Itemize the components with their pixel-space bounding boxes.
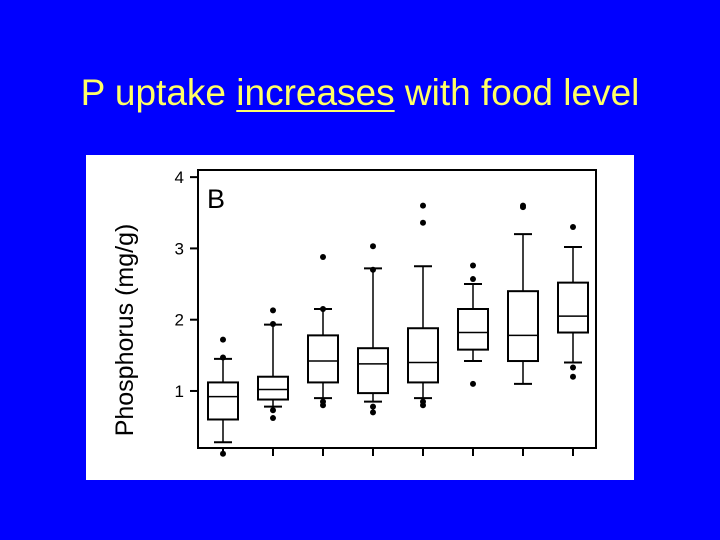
- y-tick-label: 3: [175, 239, 184, 258]
- box-group-3: [307, 253, 339, 456]
- box-iqr: [557, 281, 589, 334]
- y-axis-label: Phosphorus (mg/g): [111, 224, 139, 437]
- title-text-after: with food level: [394, 72, 640, 113]
- box-group-2: [257, 307, 289, 456]
- box-group-6: [457, 262, 489, 456]
- chart-panel: Phosphorus (mg/g) B 1 2 3 4: [86, 155, 634, 480]
- box-iqr: [407, 327, 439, 384]
- outlier-point: [370, 243, 376, 250]
- plot-frame: [197, 169, 597, 449]
- outlier-point: [320, 398, 326, 405]
- outlier-point: [420, 202, 426, 209]
- outlier-point: [420, 398, 426, 405]
- outlier-point: [570, 364, 576, 371]
- title-text-before: P uptake: [80, 72, 237, 113]
- box-group-7: [507, 202, 539, 456]
- box-iqr: [457, 308, 489, 351]
- outlier-point: [220, 336, 226, 343]
- box-iqr: [507, 290, 539, 363]
- outlier-point: [370, 403, 376, 410]
- outlier-point: [220, 354, 226, 361]
- y-tick-label: 2: [175, 311, 184, 330]
- outlier-point: [420, 219, 426, 226]
- outlier-point: [320, 253, 326, 260]
- outlier-point: [220, 450, 226, 457]
- outlier-point: [370, 409, 376, 416]
- outlier-point: [570, 373, 576, 380]
- box-group-8: [557, 224, 589, 456]
- outlier-point: [270, 307, 276, 314]
- panel-label: B: [207, 184, 225, 214]
- outlier-point: [320, 306, 326, 312]
- title-emphasis: increases: [236, 72, 395, 113]
- outlier-point: [370, 266, 376, 273]
- outlier-point: [470, 262, 476, 269]
- box-group-5: [407, 202, 439, 456]
- y-tick-label: 1: [175, 382, 184, 401]
- outlier-point: [270, 320, 276, 327]
- box-group-1: [207, 336, 239, 457]
- outlier-point: [270, 407, 276, 414]
- outlier-point: [470, 380, 476, 387]
- box-group-4: [357, 243, 389, 456]
- y-tick-label: 4: [175, 168, 184, 187]
- outlier-point: [470, 276, 476, 283]
- outlier-point: [570, 224, 576, 231]
- box-plot: Phosphorus (mg/g) B 1 2 3 4: [111, 168, 597, 457]
- box-iqr: [207, 381, 239, 421]
- outlier-point: [520, 202, 526, 209]
- box-iqr: [257, 375, 289, 401]
- outlier-point: [270, 415, 276, 422]
- box-iqr: [357, 347, 389, 395]
- slide-title: P uptake increases with food level: [0, 72, 720, 114]
- box-iqr: [307, 334, 339, 384]
